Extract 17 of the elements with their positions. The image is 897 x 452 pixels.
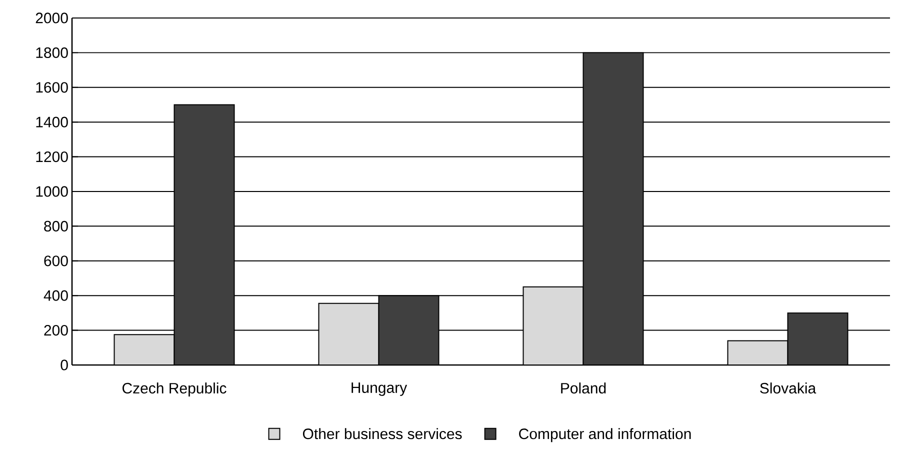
y-tick-label: 0 bbox=[60, 360, 68, 370]
legend-label: Computer and information bbox=[519, 428, 691, 442]
x-tick-label: Hungary bbox=[352, 382, 408, 396]
y-tick-label: 400 bbox=[44, 290, 68, 301]
y-tick-label: 600 bbox=[44, 256, 68, 266]
legend-label: Other business services bbox=[302, 428, 462, 440]
x-tick-label: Czech Republic bbox=[122, 382, 226, 396]
y-tick-label: 800 bbox=[44, 220, 68, 232]
y-tick-label: 1800 bbox=[36, 47, 68, 58]
y-tick-label: 2000 bbox=[36, 12, 68, 24]
x-tick-label: Slovakia bbox=[760, 382, 816, 394]
y-tick-label: 200 bbox=[44, 324, 68, 336]
y-tick-label: 1400 bbox=[36, 116, 68, 128]
y-tick-label: 1200 bbox=[36, 151, 68, 162]
y-tick-label: 1600 bbox=[36, 82, 68, 93]
x-tick-label: Poland bbox=[561, 382, 606, 394]
y-tick-label: 1000 bbox=[36, 186, 68, 197]
